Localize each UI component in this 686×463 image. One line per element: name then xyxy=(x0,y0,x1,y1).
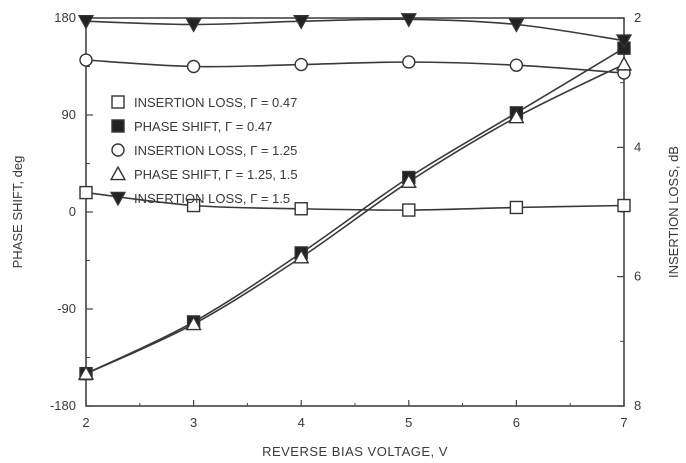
legend-marker xyxy=(112,144,124,156)
y2-tick-label: 8 xyxy=(634,398,641,413)
x-tick-label: 3 xyxy=(190,415,197,430)
x-tick-label: 2 xyxy=(82,415,89,430)
data-point xyxy=(188,61,200,73)
data-point xyxy=(80,187,92,199)
legend-marker xyxy=(112,120,124,132)
data-point xyxy=(617,57,631,69)
x-tick-label: 4 xyxy=(298,415,305,430)
x-axis-label: REVERSE BIAS VOLTAGE, V xyxy=(262,444,448,459)
plot-frame xyxy=(86,18,624,406)
y-tick-label: 90 xyxy=(62,107,76,122)
y2-axis-label: INSERTION LOSS, dB xyxy=(666,146,681,278)
y-tick-label: 0 xyxy=(69,204,76,219)
data-point xyxy=(295,203,307,215)
legend-label: PHASE SHIFT, Γ = 1.25, 1.5 xyxy=(134,167,298,182)
data-point xyxy=(80,54,92,66)
legend: INSERTION LOSS, Γ = 0.47 PHASE SHIFT, Γ =… xyxy=(111,95,297,206)
y-tick-label: -180 xyxy=(50,398,76,413)
y-tick-label: -90 xyxy=(57,301,76,316)
legend-label: INSERTION LOSS, Γ = 1.5 xyxy=(134,191,290,206)
legend-marker xyxy=(111,167,125,179)
data-point xyxy=(510,59,522,71)
x-tick-label: 7 xyxy=(620,415,627,430)
series-line xyxy=(86,19,624,40)
y2-tick-label: 2 xyxy=(634,10,641,25)
x-tick-label: 6 xyxy=(513,415,520,430)
y-tick-label: 180 xyxy=(54,10,76,25)
data-point xyxy=(403,204,415,216)
series-line xyxy=(86,60,624,73)
y-axis-label: PHASE SHIFT, deg xyxy=(10,156,25,269)
x-tick-label: 5 xyxy=(405,415,412,430)
legend-marker xyxy=(112,96,124,108)
legend-label: INSERTION LOSS, Γ = 0.47 xyxy=(134,95,297,110)
data-point xyxy=(618,200,630,212)
legend-label: INSERTION LOSS, Γ = 1.25 xyxy=(134,143,297,158)
legend-marker xyxy=(111,192,125,204)
data-point xyxy=(295,59,307,71)
data-point xyxy=(403,56,415,68)
legend-label: PHASE SHIFT, Γ = 0.47 xyxy=(134,119,272,134)
y2-tick-label: 6 xyxy=(634,269,641,284)
series-line xyxy=(86,64,624,373)
y2-tick-label: 4 xyxy=(634,139,641,154)
tick-layer: 2 3 4 5 6 7 180 90 0 -90 -180 2 4 6 8 xyxy=(50,10,641,430)
data-point xyxy=(510,201,522,213)
